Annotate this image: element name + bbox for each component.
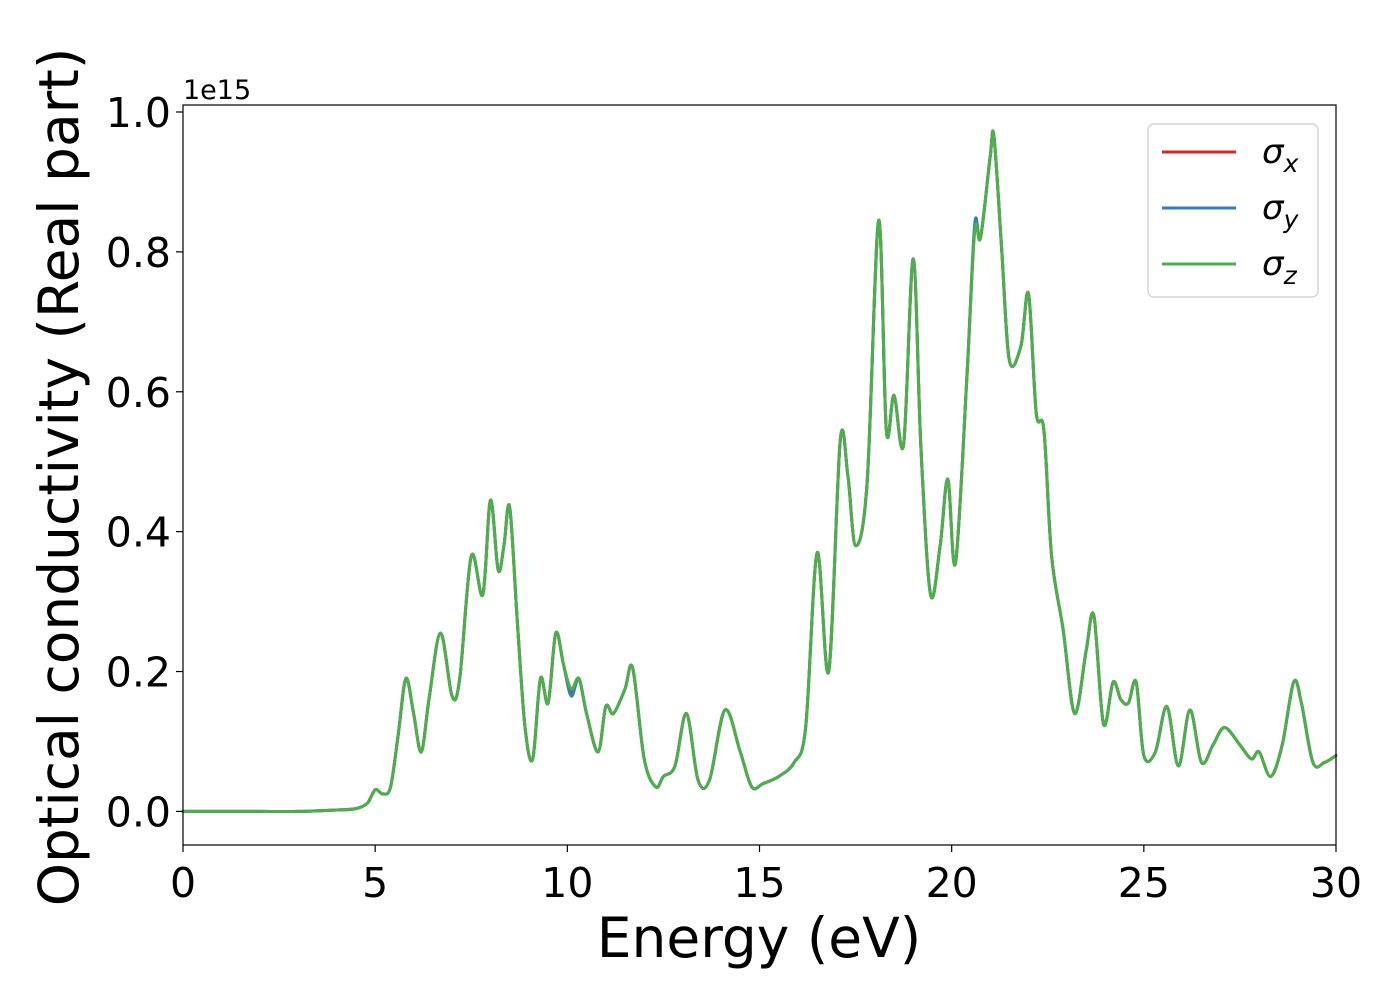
x-tick-label: 25 [1118,859,1170,907]
series-line-z [181,129,1338,814]
y-axis-title: Optical conductivity (Real part) [27,48,91,907]
x-tick-label: 10 [541,859,593,907]
series-layer [181,129,1338,814]
y-offset-text: 1e15 [183,75,251,106]
x-tick-label: 0 [170,859,196,907]
y-tick-label: 0.8 [106,229,171,277]
y-tick-label: 0.0 [106,788,171,836]
x-tick-label: 30 [1310,859,1362,907]
y-tick-label: 1.0 [106,89,171,137]
x-tick-label: 5 [362,859,388,907]
y-axis-ticks: 0.0 0.2 0.4 0.6 0.8 1.0 [106,89,183,836]
legend-box [1147,123,1319,298]
y-tick-label: 0.4 [106,509,171,557]
y-tick-label: 0.2 [106,649,171,697]
x-tick-label: 15 [733,859,785,907]
y-tick-label: 0.6 [106,369,171,417]
x-tick-label: 20 [926,859,978,907]
x-axis-ticks: 0 5 10 15 20 25 30 [170,845,1362,907]
x-axis-title: Energy (eV) [597,906,921,970]
